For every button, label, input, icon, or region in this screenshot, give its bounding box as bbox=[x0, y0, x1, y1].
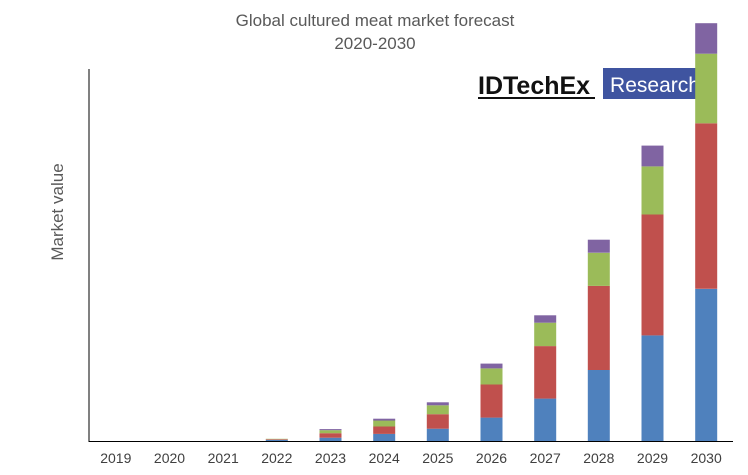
bar-2029-segment-2 bbox=[641, 214, 664, 336]
bar-2026-segment-4 bbox=[480, 363, 503, 369]
bar-2027-segment-1 bbox=[534, 398, 557, 441]
x-tick-2021: 2021 bbox=[208, 450, 239, 466]
bar-2022-segment-1 bbox=[265, 439, 288, 441]
x-tick-2028: 2028 bbox=[583, 450, 614, 466]
bar-2030-segment-4 bbox=[695, 23, 718, 54]
bar-2026-segment-1 bbox=[480, 417, 503, 441]
bar-2024-segment-3 bbox=[373, 420, 396, 427]
x-tick-2024: 2024 bbox=[369, 450, 400, 466]
x-tick-2027: 2027 bbox=[530, 450, 561, 466]
logo: IDTechEx Research bbox=[478, 68, 708, 100]
bar-2022-segment-2 bbox=[265, 439, 288, 440]
x-tick-2026: 2026 bbox=[476, 450, 507, 466]
y-axis-label: Market value bbox=[48, 163, 67, 260]
x-tick-2022: 2022 bbox=[261, 450, 292, 466]
chart-title-line-1: Global cultured meat market forecast bbox=[236, 11, 515, 30]
bar-2025-segment-1 bbox=[426, 428, 449, 441]
bar-2026-segment-2 bbox=[480, 384, 503, 418]
bar-2030-segment-1 bbox=[695, 288, 718, 441]
x-tick-2030: 2030 bbox=[691, 450, 722, 466]
bar-2024-segment-1 bbox=[373, 433, 396, 441]
bar-2029-segment-1 bbox=[641, 335, 664, 441]
x-tick-2019: 2019 bbox=[100, 450, 131, 466]
bar-2024-segment-4 bbox=[373, 418, 396, 421]
bar-2027-segment-2 bbox=[534, 346, 557, 399]
bar-2026-segment-3 bbox=[480, 368, 503, 385]
logo-box bbox=[603, 68, 708, 99]
x-tick-2020: 2020 bbox=[154, 450, 185, 466]
bar-2025-segment-2 bbox=[426, 414, 449, 429]
bar-2028-segment-1 bbox=[587, 369, 610, 441]
bar-2025-segment-3 bbox=[426, 405, 449, 415]
chart-title-line-2: 2020-2030 bbox=[334, 34, 415, 53]
logo-tagline: Research bbox=[610, 74, 700, 97]
bar-2024-segment-2 bbox=[373, 426, 396, 434]
bar-2025-segment-4 bbox=[426, 402, 449, 406]
bar-2028-segment-3 bbox=[587, 252, 610, 286]
bar-2027-segment-4 bbox=[534, 315, 557, 323]
bar-2023-segment-3 bbox=[319, 430, 342, 434]
bar-2029-segment-3 bbox=[641, 166, 664, 215]
bar-2023-segment-1 bbox=[319, 437, 342, 441]
x-tick-labels: 2019 2020 2021 2022 2023 2024 2025 2026 2027 2028… bbox=[100, 450, 722, 466]
x-tick-2029: 2029 bbox=[637, 450, 668, 466]
bar-2028-segment-4 bbox=[587, 239, 610, 253]
bar-2030-segment-3 bbox=[695, 53, 718, 124]
logo-brand: IDTechEx bbox=[478, 72, 590, 100]
x-tick-2025: 2025 bbox=[422, 450, 453, 466]
bar-2029-segment-4 bbox=[641, 145, 664, 167]
bar-2023-segment-2 bbox=[319, 433, 342, 438]
bar-2028-segment-2 bbox=[587, 285, 610, 370]
bars-group bbox=[265, 23, 718, 441]
bar-2023-segment-4 bbox=[319, 429, 342, 431]
x-tick-2023: 2023 bbox=[315, 450, 346, 466]
bar-2030-segment-2 bbox=[695, 123, 718, 289]
bar-2027-segment-3 bbox=[534, 322, 557, 347]
